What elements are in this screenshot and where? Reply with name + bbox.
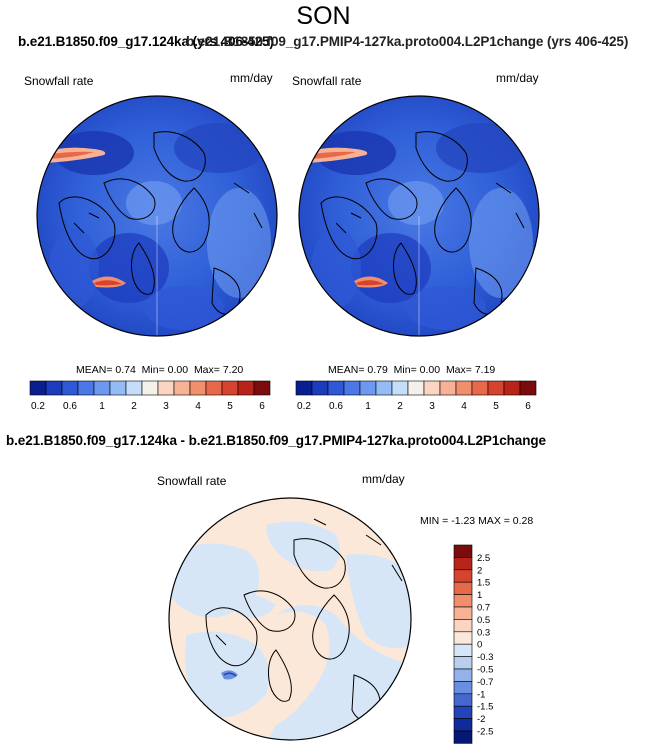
diff-colorbar-label: 0.7 xyxy=(477,603,490,614)
panel-2-colorbar-box xyxy=(311,380,329,396)
diff-colorbar: 2.5 2 1.5 1 0.7 0.5 0.3 0 -0.3 -0.5 -0.7 -1 -1.5 -2 -2… xyxy=(452,544,512,746)
diff-colorbar-box xyxy=(453,705,473,719)
panel-1-colorbar-box xyxy=(173,380,191,396)
panel-1-colorbar-tick-label: 5 xyxy=(227,401,233,412)
panel-1-colorbar-box xyxy=(109,380,127,396)
panel-1-colorbar-box xyxy=(77,380,95,396)
panel-2-colorbar-box xyxy=(375,380,393,396)
diff-colorbar-box xyxy=(453,569,473,583)
panel-1-variable-label: Snowfall rate xyxy=(24,74,94,88)
panel-1-colorbar-tick-label: 2 xyxy=(131,401,137,412)
panel-1-colorbar-tick-label: 3 xyxy=(163,401,169,412)
diff-colorbar-box xyxy=(453,681,473,695)
panel-2-colorbar-box xyxy=(471,380,489,396)
panel-2-colorbar-box xyxy=(455,380,473,396)
panel-1-colorbar-box xyxy=(221,380,239,396)
diff-colorbar-box xyxy=(453,619,473,633)
panel-1-colorbar-box xyxy=(45,380,63,396)
diff-colorbar-label: -1.5 xyxy=(477,702,493,713)
panel-2-colorbar-tick-label: 5 xyxy=(493,401,499,412)
panel-2-colorbar-tick-label: 0.2 xyxy=(297,401,311,412)
case-title-left: b.e21.B1850.f09_g17.124ka (yrs 406-425) xyxy=(18,34,274,49)
diff-colorbar-label: -0.7 xyxy=(477,677,493,688)
panel-2-colorbar-tick-label: 2 xyxy=(397,401,403,412)
diff-units-label: mm/day xyxy=(362,472,405,486)
diff-colorbar-label: 1.5 xyxy=(477,578,490,589)
season-title: SON xyxy=(296,2,351,30)
diff-colorbar-box xyxy=(453,656,473,670)
panel-1-colorbar-box xyxy=(253,380,271,396)
panel-1-colorbar-box xyxy=(141,380,159,396)
panel-1-polar-map xyxy=(36,95,278,337)
diff-colorbar-box xyxy=(453,718,473,732)
diff-colorbar-box xyxy=(453,730,473,744)
panel-1-colorbar-box xyxy=(189,380,207,396)
diff-colorbar-box xyxy=(453,606,473,620)
panel-1-colorbar-tick-label: 0.2 xyxy=(31,401,45,412)
panel-1-colorbar-box xyxy=(205,380,223,396)
diff-colorbar-label: 2.5 xyxy=(477,553,490,564)
diff-colorbar-label: 0.5 xyxy=(477,615,490,626)
panel-2-colorbar-box xyxy=(423,380,441,396)
panel-2-stats: MEAN= 0.79 Min= 0.00 Max= 7.19 xyxy=(328,364,496,376)
panel-1-colorbar-svg: 0.2 0.6 1 2 3 4 5 6 xyxy=(29,380,271,412)
panel-2-colorbar-box xyxy=(519,380,537,396)
diff-colorbar-label: 0.3 xyxy=(477,627,490,638)
panel-2-colorbar-tick-label: 4 xyxy=(461,401,467,412)
panel-2-colorbar-box xyxy=(295,380,313,396)
panel-1-units-label: mm/day xyxy=(230,71,273,85)
panel-1-stats: MEAN= 0.74 Min= 0.00 Max= 7.20 xyxy=(76,364,244,376)
panel-2-colorbar-box xyxy=(503,380,521,396)
panel-1-colorbar: 0.2 0.6 1 2 3 4 5 6 xyxy=(28,380,272,416)
diff-colorbar-box xyxy=(453,594,473,608)
diff-title: b.e21.B1850.f09_g17.124ka - b.e21.B1850.… xyxy=(6,433,546,448)
panel-2-colorbar-svg: 0.2 0.6 1 2 3 4 5 6 xyxy=(295,380,537,412)
case-title-right: b.e21.B1850.f09_g17.PMIP4-127ka.proto004… xyxy=(186,34,629,49)
panel-2-colorbar-tick-label: 0.6 xyxy=(329,401,343,412)
panel-2-units-label: mm/day xyxy=(496,71,539,85)
panel-1-colorbar-tick-label: 0.6 xyxy=(63,401,77,412)
panel-1-colorbar-tick-label: 6 xyxy=(259,401,265,412)
diff-colorbar-svg: 2.52 1.51 0.70.50.3 0-0.3 -0.5-0.7-1 -1.5-2 -2… xyxy=(453,544,493,744)
panel-2-colorbar-tick-label: 6 xyxy=(525,401,531,412)
diff-colorbar-box xyxy=(453,631,473,645)
panel-1-colorbar-box xyxy=(29,380,47,396)
diff-colorbar-box xyxy=(453,693,473,707)
panel-1-colorbar-tick-label: 4 xyxy=(195,401,201,412)
panel-2-colorbar: 0.2 0.6 1 2 3 4 5 6 xyxy=(294,380,538,416)
panel-1-colorbar-tick-label: 1 xyxy=(99,401,105,412)
panel-1-colorbar-box xyxy=(237,380,255,396)
diff-colorbar-label: 0 xyxy=(477,640,482,651)
panel-2-variable-label: Snowfall rate xyxy=(292,74,362,88)
diff-colorbar-label: -0.5 xyxy=(477,665,493,676)
diff-colorbar-box xyxy=(453,643,473,657)
panel-2-colorbar-box xyxy=(439,380,457,396)
panel-2-colorbar-box xyxy=(359,380,377,396)
panel-2-colorbar-tick-label: 1 xyxy=(365,401,371,412)
diff-colorbar-label: 2 xyxy=(477,565,482,576)
diff-colorbar-box xyxy=(453,557,473,571)
diff-colorbar-label: -2.5 xyxy=(477,727,493,738)
panel-2-colorbar-tick-label: 3 xyxy=(429,401,435,412)
panel-1-colorbar-box xyxy=(125,380,143,396)
panel-1-colorbar-box xyxy=(93,380,111,396)
panel-2-colorbar-box xyxy=(343,380,361,396)
diff-colorbar-label: 1 xyxy=(477,590,482,601)
panel-2-colorbar-box xyxy=(327,380,345,396)
diff-minmax: MIN = -1.23 MAX = 0.28 xyxy=(420,515,534,527)
diff-variable-label: Snowfall rate xyxy=(157,474,227,488)
panel-2-colorbar-box xyxy=(391,380,409,396)
panel-2-polar-map xyxy=(298,95,540,337)
panel-2-colorbar-box xyxy=(407,380,425,396)
diff-colorbar-box xyxy=(453,581,473,595)
diff-colorbar-box xyxy=(453,544,473,558)
diff-colorbar-label: -2 xyxy=(477,714,485,725)
diff-polar-map xyxy=(168,497,412,741)
panel-1-colorbar-box xyxy=(61,380,79,396)
diff-colorbar-label: -1 xyxy=(477,689,485,700)
diff-colorbar-box xyxy=(453,668,473,682)
diff-colorbar-label: -0.3 xyxy=(477,652,493,663)
panel-1-colorbar-box xyxy=(157,380,175,396)
panel-2-colorbar-box xyxy=(487,380,505,396)
